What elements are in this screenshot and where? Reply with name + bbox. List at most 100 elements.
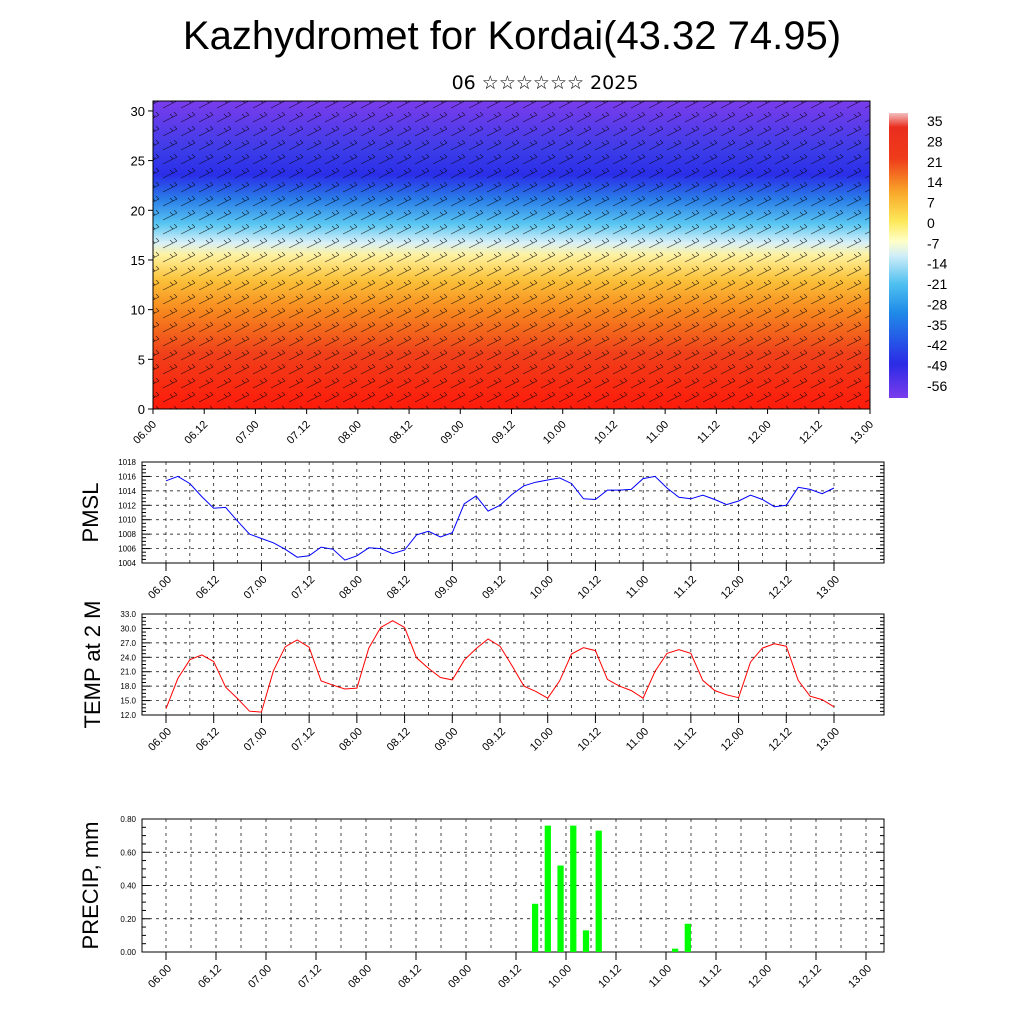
temp-y-tick-label: 33.0	[120, 610, 136, 619]
colorbar	[889, 113, 908, 398]
colorbar-label: 21	[927, 154, 943, 170]
temp-x-tick-label: 13.00	[814, 726, 842, 754]
temp-x-tick-label: 07.12	[289, 726, 317, 754]
temp-x-tick-label: 08.00	[337, 726, 365, 754]
pmsl-ylabel: PMSL	[78, 483, 103, 543]
temp-y-tick-label: 30.0	[120, 624, 136, 633]
precip-x-tick-label: 12.00	[746, 963, 774, 991]
precip-bar	[557, 865, 564, 952]
precip-y-tick-label: 0.40	[120, 882, 136, 891]
heatmap-x-tick-label: 10.00	[541, 419, 569, 447]
precip-x-tick-label: 12.12	[796, 963, 824, 991]
temp-y-tick-label: 12.0	[120, 711, 136, 720]
colorbar-label: -21	[927, 276, 947, 292]
pmsl-x-tick-label: 07.00	[242, 574, 270, 602]
pmsl-x-tick-label: 13.00	[814, 574, 842, 602]
heatmap-x-tick-label: 07.12	[285, 419, 313, 447]
temp-y-tick-label: 15.0	[120, 697, 136, 706]
precip-x-tick-label: 10.00	[546, 963, 574, 991]
temp-x-tick-label: 12.00	[719, 726, 747, 754]
colorbar-label: -14	[927, 256, 947, 272]
pmsl-x-tick-label: 10.12	[576, 574, 604, 602]
page-title: Kazhydromet for Kordai(43.32 74.95)	[182, 14, 842, 58]
colorbar-label: -42	[927, 337, 947, 353]
pmsl-x-tick-label: 12.00	[719, 574, 747, 602]
pmsl-x-tick-label: 11.00	[624, 574, 651, 601]
pmsl-frame	[141, 461, 885, 564]
precip-x-tick-label: 09.00	[446, 963, 474, 991]
precip-x-tick-label: 08.12	[396, 963, 424, 991]
pmsl-y-tick-label: 1014	[118, 487, 136, 496]
temp-x-tick-label: 10.12	[576, 726, 604, 754]
temp-x-tick-label: 09.12	[480, 726, 508, 754]
precip-x-tick-label: 11.12	[697, 963, 724, 990]
temp-y-tick-label: 27.0	[120, 639, 136, 648]
pmsl-x-tick-label: 06.00	[146, 574, 174, 602]
temp-x-tick-label: 11.00	[624, 726, 651, 753]
heatmap-x-tick-label: 06.00	[131, 419, 159, 447]
precip-x-tick-label: 06.00	[146, 963, 174, 991]
temp-x-tick-label: 06.12	[194, 726, 222, 754]
temp-y-tick-label: 24.0	[120, 653, 136, 662]
temp-y-tick-label: 18.0	[120, 682, 136, 691]
precip-x-tick-label: 06.12	[196, 963, 224, 991]
precip-bar	[582, 930, 590, 952]
precip-y-tick-label: 0.00	[120, 948, 136, 957]
temp-x-tick-label: 08.12	[385, 726, 413, 754]
date-subtitle: 06 ☆☆☆☆☆☆ 2025	[451, 72, 639, 94]
pmsl-y-tick-label: 1018	[118, 458, 136, 467]
pmsl-x-tick-label: 10.00	[528, 574, 556, 602]
precip-y-tick-label: 0.80	[120, 815, 136, 824]
heatmap-y-tick-label: 5	[138, 352, 145, 367]
precip-x-tick-label: 07.00	[246, 963, 274, 991]
pmsl-x-tick-label: 09.12	[480, 574, 508, 602]
temp-x-tick-label: 11.12	[672, 726, 699, 753]
colorbar-label: -7	[927, 235, 940, 251]
colorbar-label: 28	[927, 133, 943, 149]
pmsl-y-tick-label: 1008	[118, 530, 136, 539]
pmsl-x-tick-label: 09.00	[432, 574, 460, 602]
precip-ylabel: PRECIP, mm	[78, 822, 103, 950]
heatmap-y-tick-label: 20	[131, 203, 145, 218]
heatmap-y-tick-label: 15	[131, 253, 145, 268]
pmsl-x-tick-label: 12.12	[766, 574, 794, 602]
pmsl-x-tick-label: 11.12	[672, 574, 699, 601]
precip-y-tick-label: 0.60	[120, 848, 136, 857]
colorbar-label: 35	[927, 113, 943, 129]
heatmap-x-tick-label: 07.00	[234, 419, 262, 447]
precip-bar	[684, 923, 691, 952]
pmsl-y-tick-label: 1016	[118, 472, 136, 481]
wind-barbs	[153, 101, 870, 409]
heatmap-x-tick-label: 11.00	[644, 419, 671, 446]
pmsl-x-tick-label: 06.12	[194, 574, 222, 602]
precip-x-tick-label: 10.12	[596, 963, 624, 991]
heatmap-x-tick-label: 06.12	[182, 419, 210, 447]
pmsl-x-tick-label: 08.00	[337, 574, 365, 602]
colorbar-label: -56	[927, 378, 947, 394]
pmsl-series-line	[165, 475, 835, 561]
heatmap-x-tick-label: 10.12	[592, 419, 620, 447]
temp-frame	[141, 613, 885, 716]
precip-x-tick-label: 11.00	[647, 963, 674, 990]
heatmap-y-tick-label: 10	[131, 303, 145, 318]
colorbar-label: 7	[927, 195, 935, 211]
heatmap-y-tick-label: 30	[131, 104, 145, 119]
colorbar-label: 14	[927, 174, 943, 190]
temp-x-tick-label: 10.00	[528, 726, 556, 754]
heatmap-y-tick-label: 25	[131, 154, 145, 169]
pmsl-y-tick-label: 1012	[118, 501, 136, 510]
heatmap-x-tick-label: 09.12	[490, 419, 518, 447]
heatmap-x-tick-label: 11.12	[695, 419, 722, 446]
temp-x-tick-label: 06.00	[146, 726, 174, 754]
colorbar-label: -28	[927, 296, 947, 312]
heatmap-x-tick-label: 13.00	[848, 419, 876, 447]
precip-y-tick-label: 0.20	[120, 915, 136, 924]
heatmap-x-tick-label: 09.00	[438, 419, 466, 447]
pmsl-x-tick-label: 07.12	[289, 574, 317, 602]
precip-bar	[595, 830, 602, 952]
heatmap-x-tick-label: 12.00	[746, 419, 774, 447]
pmsl-y-tick-label: 1006	[118, 545, 136, 554]
heatmap-y-tick-label: 0	[138, 402, 145, 417]
precip-bar	[531, 903, 539, 952]
precip-x-tick-label: 13.00	[846, 963, 874, 991]
